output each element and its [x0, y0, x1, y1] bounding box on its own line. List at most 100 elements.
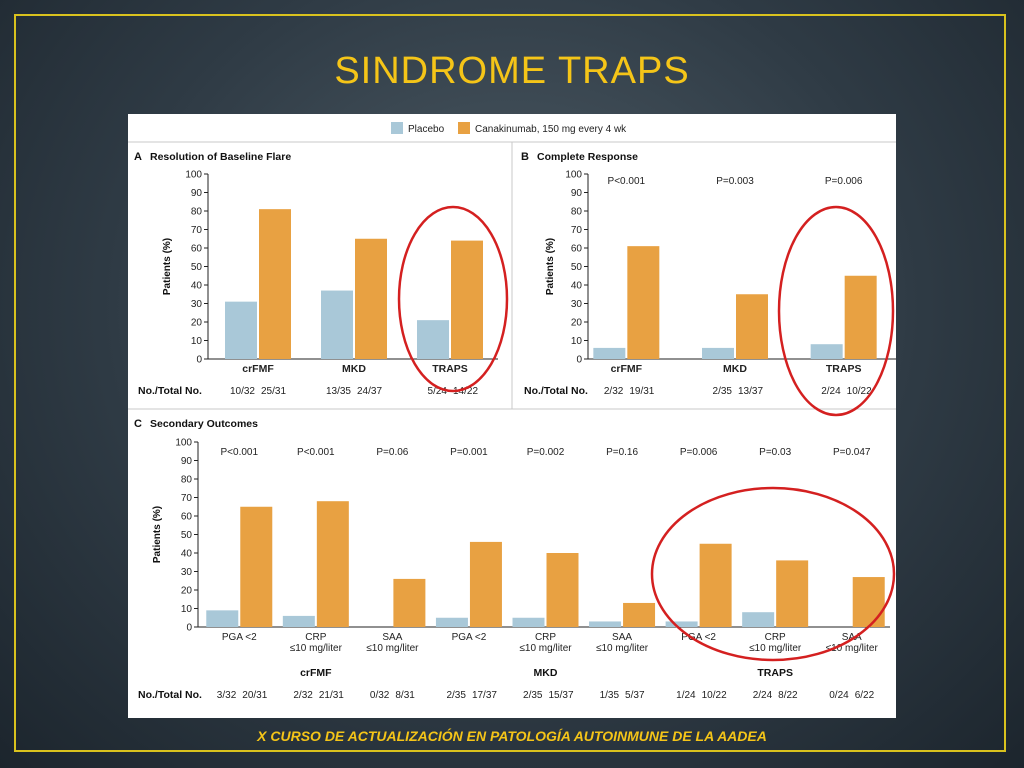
- panel-c-category-label: PGA <2: [222, 632, 257, 643]
- legend-label-canakinumab: Canakinumab, 150 mg every 4 wk: [475, 124, 627, 135]
- panel-c-y-tick-label: 100: [175, 438, 192, 449]
- panel-c-count-placebo: 0/24: [829, 690, 849, 701]
- panel-a-counts-label: No./Total No.: [138, 385, 202, 397]
- panel-a-bar-placebo: [321, 290, 353, 359]
- panel-c-bar-placebo: [742, 612, 775, 627]
- panel-a-y-tick-label: 30: [191, 299, 203, 310]
- panel-b-y-tick-label: 100: [565, 170, 582, 181]
- panel-a-count-canakinumab: 25/31: [261, 386, 286, 397]
- panel-c-count-placebo: 3/32: [217, 690, 237, 701]
- legend-label-placebo: Placebo: [408, 124, 445, 135]
- panel-c-y-tick-label: 70: [181, 493, 193, 504]
- panel-c-count-canakinumab: 21/31: [319, 690, 344, 701]
- panel-b-letter: B: [521, 151, 529, 163]
- panel-c-y-tick-label: 50: [181, 530, 193, 541]
- panel-c-title: Secondary Outcomes: [150, 418, 258, 430]
- panel-c-bar-placebo: [206, 610, 239, 627]
- panel-c-category-label: ≤10 mg/liter: [366, 643, 419, 654]
- panel-c-p-value: P=0.002: [527, 447, 565, 458]
- panel-b-y-tick-label: 50: [571, 262, 583, 273]
- panel-c-y-tick-label: 20: [181, 586, 193, 597]
- panel-b-y-tick-label: 80: [571, 207, 583, 218]
- panel-c-count-canakinumab: 15/37: [549, 690, 574, 701]
- panel-a-y-tick-label: 100: [185, 170, 202, 181]
- panel-c-count-canakinumab: 17/37: [472, 690, 497, 701]
- panel-c-count-placebo: 1/35: [600, 690, 620, 701]
- panel-c-bar-placebo: [512, 617, 545, 627]
- panel-a-y-tick-label: 10: [191, 336, 203, 347]
- panel-b-counts-label: No./Total No.: [524, 385, 588, 397]
- panel-c-bar-placebo: [589, 621, 622, 627]
- panel-c-bar-canakinumab: [699, 543, 732, 627]
- panel-a-count-canakinumab: 14/22: [453, 386, 478, 397]
- panel-b-count-canakinumab: 10/22: [847, 386, 872, 397]
- panel-c-category-label: SAA: [842, 632, 862, 643]
- highlight-circle-panel-a: [397, 205, 509, 393]
- panel-c-p-value: P<0.001: [221, 447, 259, 458]
- panel-a-bar-canakinumab: [355, 238, 387, 359]
- panel-b-bar-canakinumab: [736, 294, 768, 359]
- slide-frame: [14, 14, 1006, 752]
- panel-a-count-canakinumab: 24/37: [357, 386, 382, 397]
- panel-b-category-label: crFMF: [611, 363, 643, 375]
- panel-c-bar-canakinumab: [623, 602, 656, 627]
- panel-a-y-tick-label: 20: [191, 318, 203, 329]
- panel-c-category-label: SAA: [612, 632, 632, 643]
- panel-c-y-tick-label: 60: [181, 512, 193, 523]
- panel-c-y-tick-label: 40: [181, 549, 193, 560]
- panel-b-category-label: MKD: [723, 363, 747, 375]
- panel-c-count-placebo: 2/24: [753, 690, 773, 701]
- panel-c-bar-canakinumab: [469, 541, 502, 627]
- panel-b-p-value: P<0.001: [608, 176, 646, 187]
- panel-c-letter: C: [134, 418, 142, 430]
- panel-a-category-label: crFMF: [242, 363, 274, 375]
- panel-c-count-canakinumab: 10/22: [702, 690, 727, 701]
- panel-c-category-label: ≤10 mg/liter: [596, 643, 649, 654]
- panel-b-category-label: TRAPS: [826, 363, 862, 375]
- panel-b-y-tick-label: 40: [571, 281, 583, 292]
- panel-a-y-label: Patients (%): [162, 238, 173, 295]
- panel-b-count-placebo: 2/24: [821, 386, 841, 397]
- panel-b-p-value: P=0.006: [825, 176, 863, 187]
- panel-a-y-tick-label: 90: [191, 188, 203, 199]
- panel-c-y-tick-label: 80: [181, 475, 193, 486]
- panel-c-p-value: P<0.001: [297, 447, 335, 458]
- panel-a-bar-canakinumab: [259, 209, 291, 359]
- panel-c-y-tick-label: 30: [181, 567, 193, 578]
- panel-c-bar-canakinumab: [240, 506, 273, 627]
- panel-b-title: Complete Response: [537, 151, 638, 163]
- panel-c-bar-canakinumab: [316, 501, 349, 627]
- panel-c-p-value: P=0.06: [376, 447, 408, 458]
- panel-c-category-label: ≤10 mg/liter: [749, 643, 802, 654]
- panel-c-p-value: P=0.047: [833, 447, 871, 458]
- panel-a-y-tick-label: 80: [191, 207, 203, 218]
- panel-c-count-canakinumab: 5/37: [625, 690, 645, 701]
- panel-c-count-canakinumab: 8/31: [395, 690, 415, 701]
- panel-c-category-label: SAA: [382, 632, 402, 643]
- panel-c-bar-canakinumab: [776, 560, 809, 627]
- panel-c-bar-placebo: [665, 621, 698, 627]
- panel-b-y-tick-label: 30: [571, 299, 583, 310]
- panel-c-y-tick-label: 90: [181, 456, 193, 467]
- panel-b-bar-canakinumab: [844, 275, 877, 359]
- panel-c-category-label: ≤10 mg/liter: [826, 643, 879, 654]
- panel-c-counts-label: No./Total No.: [138, 689, 202, 701]
- panel-c-bar-canakinumab: [393, 578, 426, 627]
- legend-swatch-canakinumab: [458, 122, 470, 134]
- panel-c-bar-placebo: [282, 615, 315, 627]
- panel-c-count-placebo: 0/32: [370, 690, 390, 701]
- panel-c-category-label: CRP: [765, 632, 786, 643]
- panel-b-bar-canakinumab: [627, 246, 660, 359]
- slide-title: SINDROME TRAPS: [334, 50, 690, 92]
- legend-swatch-placebo: [391, 122, 403, 134]
- panel-b-count-canakinumab: 19/31: [629, 386, 654, 397]
- panel-b-count-placebo: 2/32: [604, 386, 624, 397]
- panel-b-p-value: P=0.003: [716, 176, 754, 187]
- panel-c-bar-canakinumab: [546, 553, 579, 627]
- panel-c-bar-canakinumab: [852, 577, 885, 627]
- panel-a-count-placebo: 5/24: [428, 386, 448, 397]
- panel-c-count-canakinumab: 8/22: [778, 690, 798, 701]
- panel-b-y-tick-label: 0: [576, 355, 582, 366]
- figure-svg: Placebo Canakinumab, 150 mg every 4 wk A Re…: [128, 122, 898, 701]
- slide-footer: X CURSO DE ACTUALIZACIÓN EN PATOLOGÍA AU…: [257, 728, 767, 744]
